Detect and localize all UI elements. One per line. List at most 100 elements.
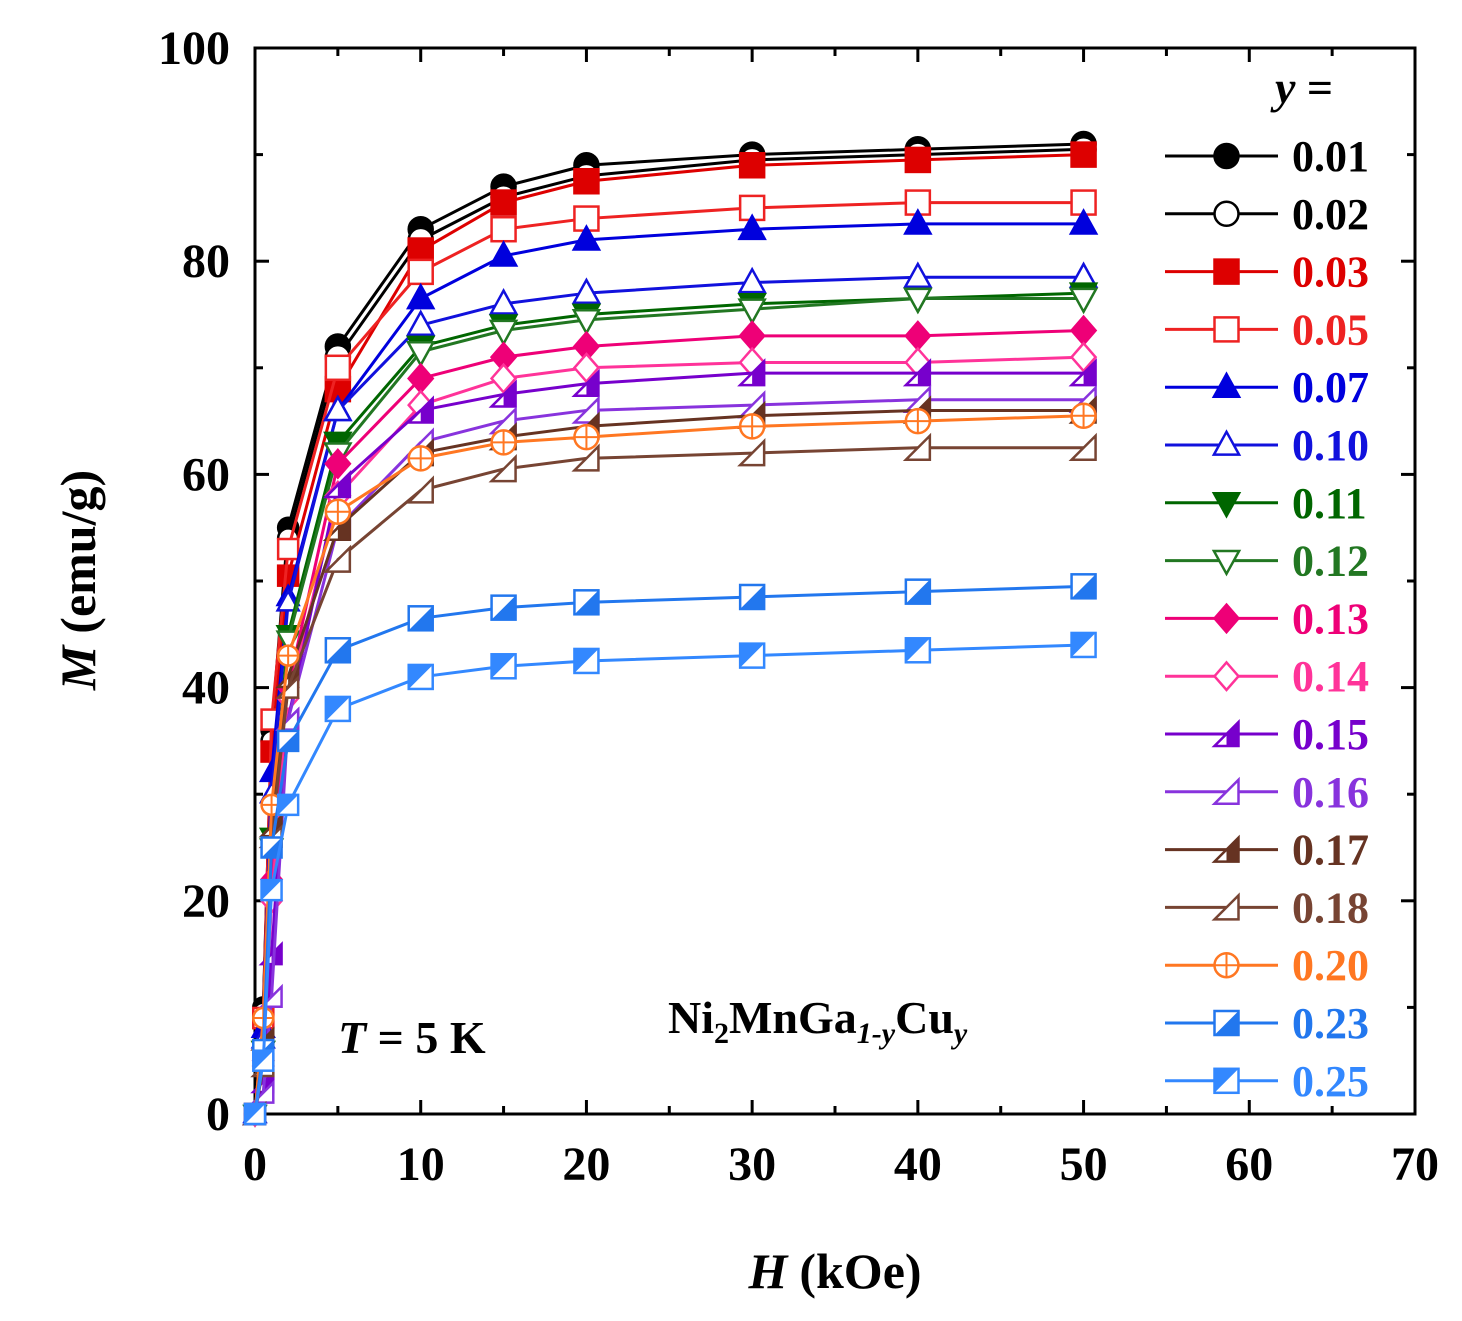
series-marker xyxy=(1069,341,1098,373)
formula-mnga: MnGa xyxy=(729,992,857,1043)
legend-item: 0.18 xyxy=(1165,883,1369,932)
x-axis-symbol: H xyxy=(747,1243,789,1299)
series-marker xyxy=(490,653,517,680)
series-marker xyxy=(260,836,283,859)
series-marker xyxy=(573,647,600,675)
series-marker xyxy=(904,320,932,352)
plot-frame xyxy=(253,46,1417,1116)
series-marker xyxy=(738,320,766,352)
legend-label: 0.25 xyxy=(1292,1057,1369,1106)
series-marker xyxy=(489,362,518,395)
legend-label: 0.15 xyxy=(1292,710,1369,759)
y-tick-labels: 0 20 40 60 80 100 xyxy=(158,22,230,1141)
series-marker xyxy=(322,470,352,499)
series-marker xyxy=(324,498,352,525)
series-marker xyxy=(573,423,600,451)
series-marker xyxy=(324,354,352,382)
series-marker xyxy=(1068,358,1097,387)
series-marker xyxy=(405,395,434,424)
series-marker xyxy=(1213,951,1240,979)
series-marker xyxy=(490,594,517,621)
series-marker xyxy=(276,793,300,817)
series-marker xyxy=(1211,776,1240,806)
series-marker xyxy=(252,1049,275,1072)
legend-title-symbol: y xyxy=(1270,62,1296,113)
y-tick-label: 60 xyxy=(182,448,230,501)
series-line xyxy=(253,147,1084,1115)
x-tick-label: 0 xyxy=(243,1138,267,1191)
series-marker xyxy=(1211,491,1242,519)
formula-mnga-sub: 1-y xyxy=(857,1017,896,1050)
legend-label: 0.17 xyxy=(1292,826,1369,875)
series-marker xyxy=(571,443,600,472)
series-marker xyxy=(490,215,517,243)
legend-label: 0.12 xyxy=(1292,537,1369,586)
y-axis-unit: (emu/g) xyxy=(50,470,106,634)
y-tick-label: 40 xyxy=(182,662,230,715)
legend-item: 0.13 xyxy=(1165,594,1369,643)
x-tick-label: 60 xyxy=(1225,1138,1273,1191)
legend-item: 0.16 xyxy=(1165,768,1369,817)
axis-ticks xyxy=(253,46,1417,1116)
series-marker xyxy=(1213,142,1240,170)
series-marker xyxy=(1213,258,1240,285)
series-marker xyxy=(1070,631,1097,659)
legend-label: 0.14 xyxy=(1292,652,1369,701)
series-marker xyxy=(407,237,434,264)
y-tick-label: 0 xyxy=(206,1088,230,1141)
series-marker xyxy=(488,454,517,483)
legend-item: 0.14 xyxy=(1165,652,1369,701)
series-marker xyxy=(737,266,767,294)
legend-label: 0.16 xyxy=(1292,768,1369,817)
series-marker xyxy=(488,379,517,408)
series-marker xyxy=(490,429,517,456)
series-marker xyxy=(903,261,933,289)
series-marker xyxy=(323,394,353,422)
x-tick-label: 20 xyxy=(562,1138,610,1191)
legend-item: 0.02 xyxy=(1165,190,1369,239)
series-marker xyxy=(573,589,600,616)
series-marker xyxy=(572,352,601,384)
series-marker xyxy=(1211,371,1242,399)
series-marker xyxy=(1070,573,1097,600)
y-axis-label: M (emu/g) xyxy=(50,470,106,691)
series-marker xyxy=(902,358,932,387)
formula-cu-sub: y xyxy=(951,1017,968,1050)
series-marker xyxy=(1211,834,1240,863)
series-marker xyxy=(573,168,600,195)
temperature-symbol: T xyxy=(338,1012,368,1063)
series-marker xyxy=(571,224,602,251)
series-marker xyxy=(1213,1067,1240,1095)
series-marker xyxy=(738,583,766,611)
series-marker xyxy=(571,308,602,336)
series-marker xyxy=(1211,549,1242,577)
legend-label: 0.05 xyxy=(1292,305,1369,354)
series-marker xyxy=(324,695,352,723)
series-line xyxy=(253,142,1084,1115)
series-marker xyxy=(405,282,436,310)
series-marker xyxy=(571,368,600,398)
series-line xyxy=(253,222,1084,1115)
series-marker xyxy=(904,146,932,174)
series-layer xyxy=(241,130,1099,1128)
legend-item: 0.17 xyxy=(1165,826,1369,875)
y-tick-label: 20 xyxy=(182,875,230,928)
series-marker xyxy=(1211,892,1240,921)
legend-item: 0.07 xyxy=(1165,363,1369,412)
series-marker xyxy=(1070,141,1097,168)
y-tick-label: 80 xyxy=(182,235,230,288)
series-marker xyxy=(1068,208,1099,235)
series-marker xyxy=(904,637,932,664)
legend-item: 0.11 xyxy=(1165,479,1367,528)
legend-title-suffix: = xyxy=(1295,62,1333,113)
plot-area xyxy=(241,46,1417,1128)
series-marker xyxy=(902,432,932,461)
series-marker xyxy=(1068,287,1099,315)
formula-ni-sub: 2 xyxy=(714,1017,729,1050)
series-marker xyxy=(405,309,436,337)
series-marker xyxy=(1211,429,1242,456)
series-marker xyxy=(1212,602,1241,635)
series-0.03 xyxy=(243,141,1097,1126)
series-0.07 xyxy=(242,208,1099,1124)
legend-item: 0.20 xyxy=(1165,941,1369,990)
